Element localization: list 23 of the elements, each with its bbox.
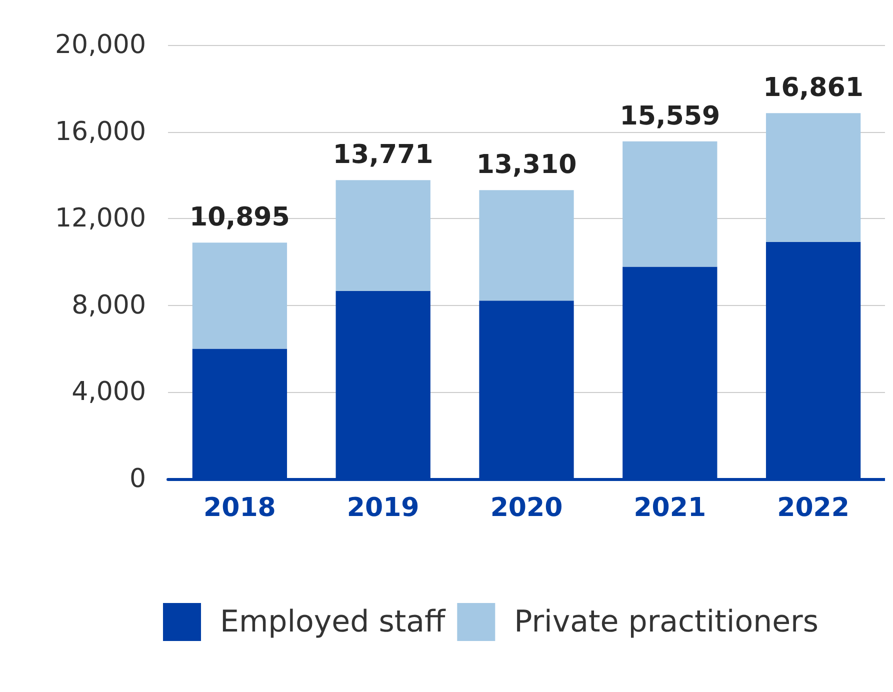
y-tick-label: 16,000 xyxy=(55,116,146,147)
total-label: 13,771 xyxy=(332,140,434,170)
x-tick-label: 2021 xyxy=(634,493,706,523)
x-tick-label: 2018 xyxy=(204,493,276,523)
x-tick-label: 2022 xyxy=(777,493,850,523)
bar xyxy=(336,180,430,291)
total-label: 15,559 xyxy=(620,101,720,132)
legend-label: Private practitioners xyxy=(514,604,819,640)
x-tick-label: 2019 xyxy=(346,493,420,523)
y-tick-label: 0 xyxy=(129,464,146,494)
y-tick-label: 8,000 xyxy=(72,290,146,320)
bar xyxy=(192,242,288,349)
total-label: 10,895 xyxy=(190,202,290,233)
y-tick-label: 12,000 xyxy=(55,204,146,234)
y-tick-label: 20,000 xyxy=(55,30,146,60)
total-label: 13,310 xyxy=(476,150,577,180)
legend-label: Employed staff xyxy=(220,604,446,640)
total-label: 16,861 xyxy=(763,73,864,104)
y-tick-label: 4,000 xyxy=(72,377,146,408)
bar xyxy=(766,113,861,242)
bar xyxy=(479,190,574,301)
x-tick-label: 2020 xyxy=(490,493,563,523)
bar xyxy=(622,141,718,267)
